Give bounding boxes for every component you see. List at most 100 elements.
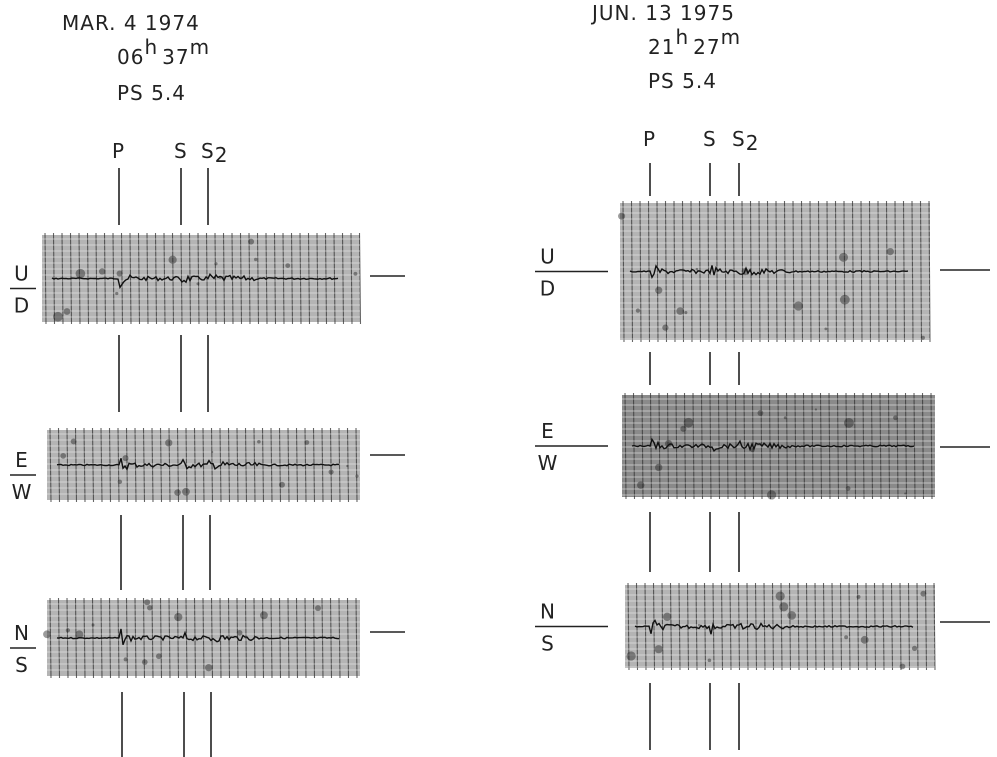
record-noise	[144, 599, 151, 606]
record-noise	[886, 247, 894, 256]
record-noise	[845, 486, 851, 491]
record-grid-v	[244, 597, 248, 679]
record-grid-v	[355, 597, 358, 679]
record-noise	[626, 651, 636, 661]
record-noise	[174, 489, 181, 496]
component-top: U	[540, 245, 556, 269]
record-noise	[757, 410, 764, 416]
record-grid-v	[338, 597, 341, 679]
record-noise	[355, 474, 359, 478]
record-grid-v	[350, 232, 353, 325]
phase-letter: S	[703, 127, 717, 151]
date: JUN. 13 1975	[590, 1, 735, 25]
record-noise	[662, 324, 669, 331]
phase-subscript: 2	[215, 143, 229, 167]
trace	[631, 437, 915, 453]
record-grid-v	[120, 232, 124, 325]
time-hours: 06	[117, 45, 144, 69]
trace	[634, 619, 914, 635]
time: 06h 37m	[117, 35, 210, 69]
record-grid-v	[210, 597, 214, 679]
record-noise	[346, 464, 349, 468]
seismogram	[42, 232, 362, 325]
record-grid-v	[346, 597, 350, 679]
record-grid-v	[44, 232, 47, 325]
record-noise	[141, 659, 148, 665]
record-noise	[214, 262, 218, 266]
record-noise	[844, 635, 849, 640]
record-noise	[635, 308, 641, 313]
record-noise	[70, 438, 77, 445]
record-noise	[843, 417, 854, 428]
record-grid-v	[197, 232, 200, 325]
record-noise	[637, 481, 645, 489]
record-grid-v	[154, 232, 158, 325]
component-top: N	[540, 600, 556, 624]
record-noise	[920, 590, 927, 597]
trace	[56, 628, 340, 646]
component-top: E	[541, 419, 555, 443]
record-noise	[775, 591, 785, 601]
record-noise	[278, 481, 285, 488]
record-noise	[196, 282, 200, 286]
record-noise	[839, 252, 849, 262]
record-noise	[236, 629, 243, 636]
phase-subscript: 2	[746, 131, 760, 155]
record-noise	[147, 605, 153, 611]
record-grid-v	[214, 232, 217, 325]
trace	[629, 264, 909, 279]
record-noise	[911, 645, 918, 651]
record-noise	[122, 455, 129, 462]
record-grid-v	[129, 232, 132, 325]
component-bottom: S	[541, 632, 555, 656]
component-bottom: D	[540, 277, 556, 301]
component-bottom: W	[12, 480, 33, 504]
record-noise	[766, 490, 777, 500]
record-noise	[860, 635, 869, 644]
record-grid-v	[134, 597, 137, 679]
record-noise	[783, 416, 787, 420]
record-noise	[695, 267, 699, 271]
component-bottom: D	[14, 294, 30, 318]
phase-label: S2	[732, 127, 759, 155]
time-hour-unit: h	[675, 25, 689, 49]
record-noise	[787, 611, 797, 620]
time-minute-unit: m	[721, 25, 741, 49]
record-grid-v	[49, 597, 52, 679]
record-noise	[285, 263, 291, 268]
record-noise	[779, 602, 789, 612]
record-noise	[304, 440, 310, 445]
phase-letter: P	[643, 127, 656, 151]
phase-label: S	[703, 127, 717, 151]
record-noise	[899, 663, 906, 670]
record-noise	[116, 270, 123, 277]
record-grid-v	[125, 597, 129, 679]
seismogram	[43, 597, 360, 679]
component-bottom: W	[538, 451, 559, 475]
phase-letter: S	[201, 139, 215, 163]
trace	[51, 273, 339, 290]
record-noise	[824, 327, 828, 331]
record-noise	[75, 630, 84, 639]
record-noise	[75, 268, 86, 279]
phase-label: P	[643, 127, 656, 151]
record-noise	[655, 463, 663, 472]
record-noise	[253, 257, 258, 262]
record-noise	[684, 311, 688, 315]
component-bottom: S	[15, 653, 29, 677]
record-noise	[155, 653, 162, 660]
record-noise	[174, 612, 183, 622]
record-grid-v	[227, 597, 231, 679]
seismogram	[622, 392, 935, 500]
record-noise	[793, 301, 804, 311]
record-noise	[205, 664, 213, 672]
record-grid-v	[341, 232, 345, 325]
record-noise	[260, 611, 268, 620]
record-noise	[856, 594, 861, 599]
component-top: U	[14, 262, 30, 286]
phase-letter: S	[732, 127, 746, 151]
record-noise	[697, 623, 701, 627]
